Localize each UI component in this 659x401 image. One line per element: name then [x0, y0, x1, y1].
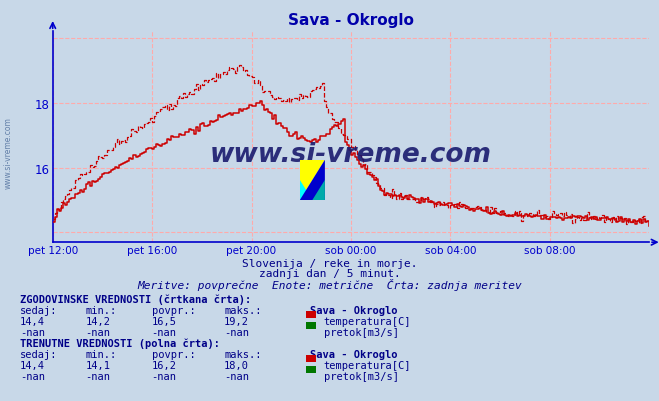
Text: 18,0: 18,0 — [224, 360, 249, 370]
Text: temperatura[C]: temperatura[C] — [324, 360, 411, 370]
Text: ZGODOVINSKE VREDNOSTI (črtkana črta):: ZGODOVINSKE VREDNOSTI (črtkana črta): — [20, 294, 251, 304]
Text: zadnji dan / 5 minut.: zadnji dan / 5 minut. — [258, 269, 401, 279]
Text: -nan: -nan — [152, 327, 177, 337]
Polygon shape — [300, 180, 312, 200]
Text: -nan: -nan — [20, 327, 45, 337]
Text: 14,2: 14,2 — [86, 316, 111, 326]
Text: pretok[m3/s]: pretok[m3/s] — [324, 371, 399, 381]
Text: Sava - Okroglo: Sava - Okroglo — [310, 349, 397, 359]
Text: -nan: -nan — [152, 371, 177, 381]
Text: 14,4: 14,4 — [20, 316, 45, 326]
Text: 19,2: 19,2 — [224, 316, 249, 326]
Text: pretok[m3/s]: pretok[m3/s] — [324, 327, 399, 337]
Text: 14,4: 14,4 — [20, 360, 45, 370]
Text: maks.:: maks.: — [224, 349, 262, 359]
Text: -nan: -nan — [20, 371, 45, 381]
Text: -nan: -nan — [86, 371, 111, 381]
Text: povpr.:: povpr.: — [152, 305, 195, 315]
Polygon shape — [300, 160, 325, 200]
Text: temperatura[C]: temperatura[C] — [324, 316, 411, 326]
Text: 16,5: 16,5 — [152, 316, 177, 326]
Polygon shape — [300, 160, 325, 200]
Text: 16,2: 16,2 — [152, 360, 177, 370]
Text: Slovenija / reke in morje.: Slovenija / reke in morje. — [242, 259, 417, 269]
Text: povpr.:: povpr.: — [152, 349, 195, 359]
Text: min.:: min.: — [86, 305, 117, 315]
Text: -nan: -nan — [224, 327, 249, 337]
Text: 14,1: 14,1 — [86, 360, 111, 370]
Text: www.si-vreme.com: www.si-vreme.com — [210, 141, 492, 167]
Text: -nan: -nan — [86, 327, 111, 337]
Text: sedaj:: sedaj: — [20, 349, 57, 359]
Text: Meritve: povprečne  Enote: metrične  Črta: zadnja meritev: Meritve: povprečne Enote: metrične Črta:… — [137, 279, 522, 291]
Text: sedaj:: sedaj: — [20, 305, 57, 315]
Text: www.si-vreme.com: www.si-vreme.com — [4, 117, 13, 188]
Text: min.:: min.: — [86, 349, 117, 359]
Text: TRENUTNE VREDNOSTI (polna črta):: TRENUTNE VREDNOSTI (polna črta): — [20, 338, 219, 348]
Text: Sava - Okroglo: Sava - Okroglo — [310, 305, 397, 315]
Polygon shape — [300, 180, 325, 200]
Text: maks.:: maks.: — [224, 305, 262, 315]
Text: -nan: -nan — [224, 371, 249, 381]
Title: Sava - Okroglo: Sava - Okroglo — [288, 13, 414, 28]
